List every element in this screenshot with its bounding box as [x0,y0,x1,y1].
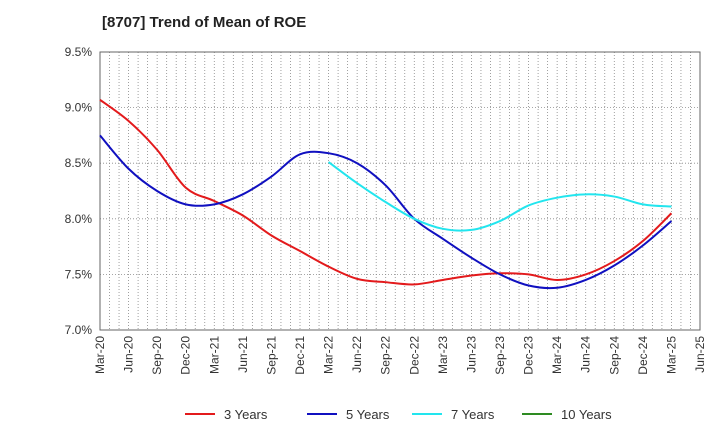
series-line-7-years [327,161,672,232]
x-tick: Sep-23 [493,336,507,375]
x-tick-label: Jun-21 [236,336,250,373]
x-tick: Sep-21 [264,336,278,375]
x-tick: Jun-23 [464,336,478,373]
x-tick-label: Mar-20 [93,336,107,374]
x-tick-label: Dec-20 [179,336,193,375]
y-axis-ticks: 7.0% 7.5% 8.0% 8.5% 9.0% 9.5% [65,45,93,337]
x-tick: Dec-21 [293,336,307,375]
x-tick: Mar-20 [93,336,107,374]
x-tick: Dec-20 [179,336,193,375]
x-tick: Dec-22 [407,336,421,375]
x-tick-label: Jun-23 [464,336,478,373]
x-tick-label: Mar-21 [207,336,221,374]
legend: 3 Years 5 Years 7 Years 10 Years [185,407,612,422]
x-tick: Dec-23 [522,336,536,375]
x-tick-label: Sep-20 [150,336,164,375]
x-tick: Sep-22 [379,336,393,375]
x-tick: Jun-20 [122,336,136,373]
legend-label: 5 Years [346,407,390,422]
series-line-5-years [99,134,673,290]
x-tick-label: Sep-23 [493,336,507,375]
x-tick: Mar-23 [436,336,450,374]
x-tick: Mar-25 [664,336,678,374]
x-tick: Jun-21 [236,336,250,373]
x-tick: Jun-22 [350,336,364,373]
legend-label: 7 Years [451,407,495,422]
x-tick-label: Jun-20 [122,336,136,373]
x-tick: Jun-25 [693,336,707,373]
x-tick-label: Jun-24 [579,336,593,373]
y-tick-label: 8.0% [65,212,93,226]
plot-frame [99,51,701,331]
y-tick-label: 7.5% [65,267,93,281]
x-tick: Mar-24 [550,336,564,374]
x-tick-label: Mar-25 [664,336,678,374]
legend-item: 5 Years [307,407,390,422]
legend-item: 10 Years [522,407,612,422]
x-tick-label: Jun-22 [350,336,364,373]
y-tick-label: 9.0% [65,101,93,115]
x-tick: Jun-24 [579,336,593,373]
x-tick-label: Jun-25 [693,336,707,373]
x-tick-label: Dec-24 [636,336,650,375]
x-tick-label: Sep-24 [607,336,621,375]
x-tick: Sep-20 [150,336,164,375]
legend-item: 7 Years [412,407,495,422]
x-tick-label: Sep-22 [379,336,393,375]
x-axis-ticks: Mar-20 Jun-20 Sep-20 Dec-20 Mar-21 Jun-21 Sep-… [93,336,707,375]
x-tick-label: Mar-22 [322,336,336,374]
x-tick-label: Mar-23 [436,336,450,374]
y-tick-label: 9.5% [65,45,93,59]
legend-label: 10 Years [561,407,612,422]
x-tick: Mar-22 [322,336,336,374]
series-layer [99,99,673,290]
y-tick-label: 7.0% [65,323,93,337]
x-tick: Sep-24 [607,336,621,375]
x-tick-label: Dec-23 [522,336,536,375]
x-tick-label: Mar-24 [550,336,564,374]
chart-title: [8707] Trend of Mean of ROE [102,14,307,31]
legend-label: 3 Years [224,407,268,422]
x-tick-label: Sep-21 [264,336,278,375]
y-tick-label: 8.5% [65,156,93,170]
x-tick: Mar-21 [207,336,221,374]
x-tick-label: Dec-21 [293,336,307,375]
series-line-3-years [99,99,673,286]
x-tick: Dec-24 [636,336,650,375]
x-tick-label: Dec-22 [407,336,421,375]
legend-item: 3 Years [185,407,268,422]
